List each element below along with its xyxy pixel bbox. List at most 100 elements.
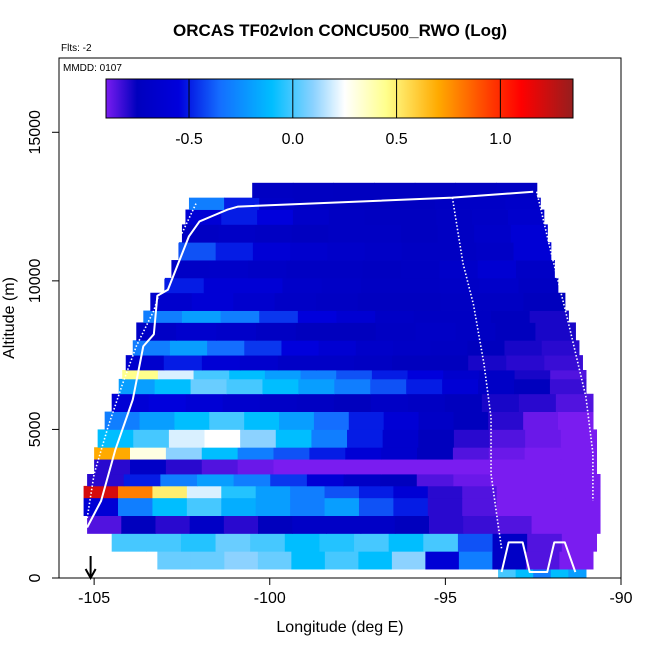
heatmap-cell — [371, 370, 409, 380]
heatmap-cell — [282, 277, 323, 294]
heatmap-cell — [152, 497, 188, 516]
heatmap-cell — [240, 429, 277, 448]
heatmap-cell — [558, 411, 594, 430]
heatmap-cell — [157, 551, 192, 570]
heatmap-cell — [474, 224, 512, 243]
heatmap-cell — [430, 340, 468, 356]
heatmap-cell — [336, 370, 373, 380]
heatmap-cell — [526, 474, 564, 487]
heatmap-cell — [360, 515, 396, 534]
date-label: MMDD: 0107 — [63, 63, 122, 74]
y-tick-label: 0 — [27, 573, 44, 582]
heatmap-cell — [568, 569, 587, 578]
heatmap-cell — [550, 569, 569, 578]
heatmap-cell — [498, 569, 517, 578]
heatmap-cell — [336, 310, 376, 323]
heatmap-cell — [189, 515, 225, 534]
heatmap-cell — [381, 447, 418, 460]
heatmap-cell — [531, 485, 567, 499]
flight-start-marker — [84, 556, 97, 581]
heatmap-cell — [418, 429, 455, 448]
heatmap-cell — [374, 182, 416, 199]
heatmap-cell — [333, 393, 372, 412]
heatmap-cell — [233, 292, 276, 311]
x-tick-label: -90 — [609, 590, 632, 607]
heatmap-cell — [247, 260, 287, 279]
heatmap-cell — [239, 355, 279, 371]
heatmap-cell — [94, 447, 131, 460]
heatmap-cell — [416, 474, 455, 487]
heatmap-cell — [364, 242, 403, 261]
heatmap-cell — [224, 551, 259, 570]
heatmap-cell — [497, 515, 533, 534]
heatmap-cell — [518, 277, 559, 294]
heatmap-cell — [560, 459, 598, 475]
heatmap-cell — [443, 370, 480, 380]
heatmap-cell — [515, 260, 555, 279]
heatmap-cell — [133, 429, 170, 448]
heatmap-cell — [452, 459, 490, 475]
heatmap-cell — [291, 224, 329, 243]
heatmap-cell — [550, 370, 587, 380]
heatmap-cell — [400, 209, 437, 225]
flight-track-descent — [451, 197, 503, 549]
colorbar-tick-label: 0.5 — [385, 131, 407, 148]
heatmap-cell — [118, 485, 154, 499]
heatmap-cell — [157, 370, 195, 380]
heatmap-cell — [174, 411, 210, 430]
plot-frame — [58, 57, 622, 579]
colorbar-tick-label: 1.0 — [489, 131, 511, 148]
heatmap-cell — [335, 322, 377, 341]
heatmap-cell — [380, 474, 418, 487]
heatmap-cell — [510, 224, 548, 243]
heatmap-cell — [417, 447, 454, 460]
heatmap-cell — [388, 533, 424, 552]
heatmap-cell — [201, 447, 239, 460]
heatmap-cell — [201, 459, 239, 475]
heatmap-cell — [148, 393, 187, 412]
heatmap-cell — [513, 242, 552, 261]
heatmap-cell — [488, 447, 526, 460]
colorbar-tick-label: 0.0 — [282, 131, 304, 148]
heatmap-cell — [479, 277, 520, 294]
heatmap-cell — [401, 260, 441, 279]
heatmap-cell — [318, 340, 357, 356]
heatmap-cell — [203, 277, 244, 294]
heatmap-cell — [319, 533, 355, 552]
heatmap-cell — [370, 393, 409, 412]
x-tick-label: -100 — [254, 590, 286, 607]
heatmap-cell — [164, 277, 205, 294]
flight-track-right — [535, 191, 594, 501]
heatmap-cell — [204, 429, 241, 448]
heatmap-cell — [525, 551, 560, 570]
heatmap-cell — [97, 429, 134, 448]
heatmap-cell — [560, 447, 598, 460]
heatmap-cell — [370, 378, 407, 395]
heatmap-cell — [565, 485, 601, 499]
heatmap-cell — [515, 569, 534, 578]
heatmap-cell — [458, 551, 493, 570]
heatmap-cell — [292, 182, 335, 199]
heatmap-cell — [130, 459, 167, 475]
heatmap-cell — [306, 474, 345, 487]
heatmap-cell — [415, 322, 457, 341]
heatmap-cell — [362, 260, 402, 279]
heatmap-cell — [122, 370, 159, 380]
heatmap-cell — [427, 497, 463, 516]
heatmap-cell — [139, 411, 176, 430]
flight-track-solid — [86, 190, 534, 528]
heatmap-cell — [535, 322, 576, 341]
heatmap-cell — [273, 447, 310, 460]
heatmap-cell — [118, 497, 154, 516]
heatmap-cell — [565, 515, 601, 534]
heatmap-cell — [136, 322, 177, 341]
heatmap-cell — [313, 411, 350, 430]
heatmap-cell — [171, 260, 211, 279]
heatmap-cell — [291, 551, 326, 570]
heatmap-cell — [505, 197, 541, 210]
heatmap-cell — [477, 260, 517, 279]
heatmap-cell — [209, 260, 249, 279]
heatmap-cell — [434, 197, 471, 210]
heatmap-cell — [254, 224, 293, 243]
